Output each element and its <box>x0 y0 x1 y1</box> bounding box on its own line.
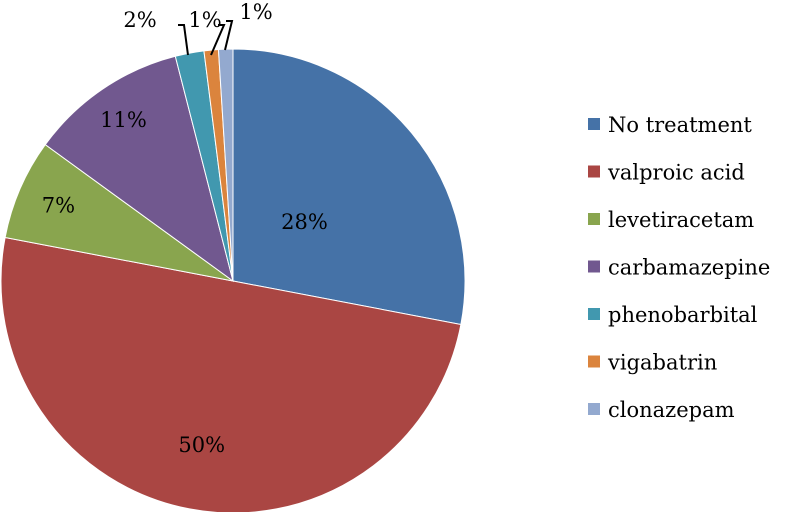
legend-label-no-treatment: No treatment <box>608 113 752 137</box>
data-label-carbamazepine: 11% <box>100 108 147 132</box>
leader-line-phenobarbital <box>178 24 189 56</box>
data-label-phenobarbital: 2% <box>123 8 156 32</box>
legend-swatch-no-treatment <box>588 118 600 130</box>
legend-swatch-phenobarbital <box>588 308 600 320</box>
legend-swatch-valproic-acid <box>588 165 600 178</box>
legend-swatch-vigabatrin <box>588 355 600 368</box>
data-label-valproic-acid: 50% <box>178 433 225 457</box>
legend-swatch-carbamazepine <box>588 260 600 273</box>
legend-label-phenobarbital: phenobarbital <box>608 303 758 327</box>
data-label-no-treatment: 28% <box>281 210 328 234</box>
legend-label-clonazepam: clonazepam <box>608 398 735 422</box>
data-label-vigabatrin: 1% <box>188 8 221 32</box>
pie-slice-no-treatment <box>232 48 466 326</box>
pie-slices <box>0 48 466 512</box>
legend-label-levetiracetam: levetiracetam <box>608 208 754 232</box>
legend-label-carbamazepine: carbamazepine <box>608 256 770 280</box>
legend-swatch-clonazepam <box>588 403 600 415</box>
data-label-levetiracetam: 7% <box>42 193 75 217</box>
data-label-clonazepam: 1% <box>239 0 272 24</box>
legend-label-valproic-acid: valproic acid <box>607 161 745 185</box>
leader-lines <box>178 20 234 56</box>
legend-swatch-levetiracetam <box>588 213 600 225</box>
pie-slice-carbamazepine <box>44 55 234 283</box>
pie-slice-levetiracetam <box>4 143 234 282</box>
data-labels: 28% 50% 7% 11% 2% 1% 1% <box>42 0 328 457</box>
legend-label-vigabatrin: vigabatrin <box>607 351 717 375</box>
pie-slice-valproic-acid <box>0 236 462 512</box>
leader-line-vigabatrin <box>210 24 226 56</box>
leader-line-clonazepam <box>224 20 234 51</box>
legend: No treatment valproic acid levetiracetam ca… <box>588 113 770 422</box>
